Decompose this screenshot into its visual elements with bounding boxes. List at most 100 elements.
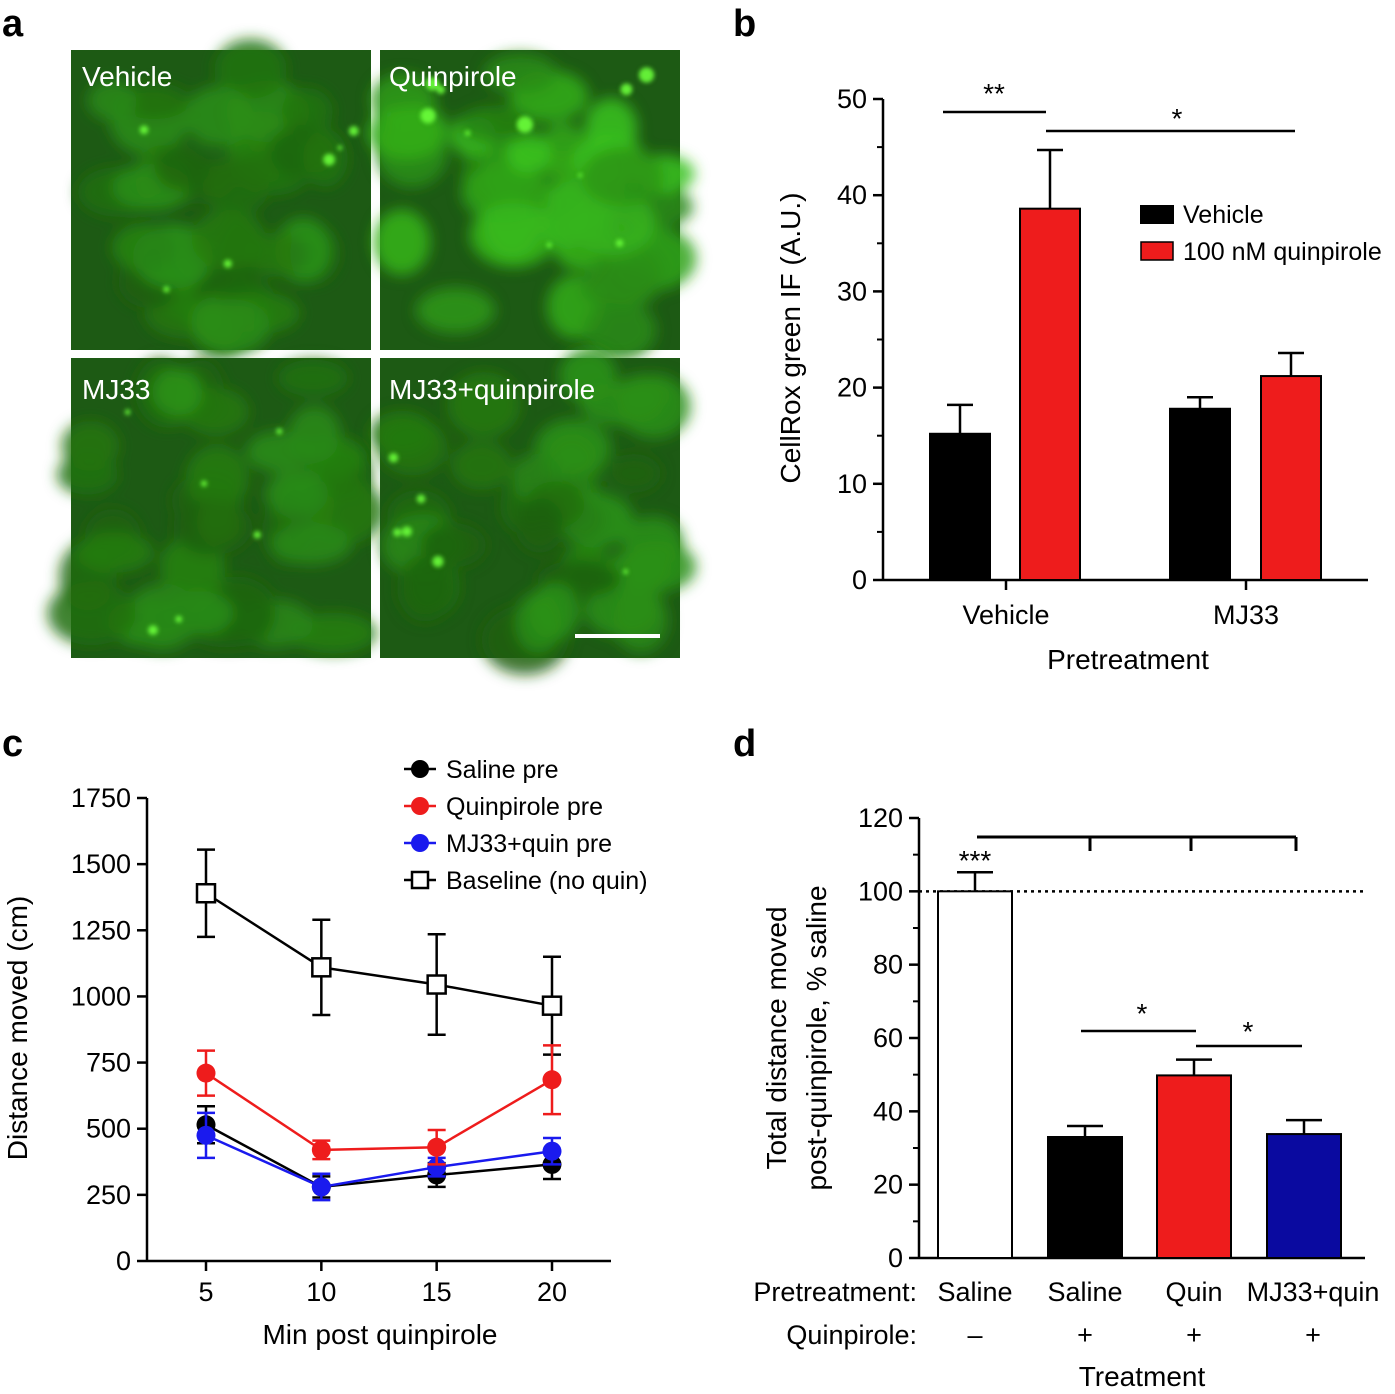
micrograph-cell xyxy=(185,445,249,511)
c-data-point xyxy=(196,1125,216,1145)
micrograph-punctum xyxy=(393,528,402,537)
c-y-tick-label: 1750 xyxy=(71,783,131,813)
micrograph-punctum xyxy=(615,239,624,247)
c-series-line xyxy=(205,892,553,1007)
micrograph-cell xyxy=(369,410,435,456)
micrograph-cell xyxy=(195,299,271,355)
micrograph-cells xyxy=(369,348,697,675)
micrograph-cell xyxy=(248,232,308,277)
micrograph-cell xyxy=(184,86,254,147)
d-y-axis-title-line2: post-quinpirole, % saline xyxy=(801,885,832,1190)
b-bar-vehicle-vehicle xyxy=(929,432,991,581)
c-data-point xyxy=(426,974,447,995)
micrograph-cells xyxy=(367,53,697,361)
c-legend-marker xyxy=(411,797,429,815)
b-y-axis-title: CellRox green IF (A.U.) xyxy=(775,193,806,484)
c-legend-label-baseline: Baseline (no quin) xyxy=(446,867,648,895)
c-data-point xyxy=(311,1140,331,1160)
b-legend-swatch-vehicle xyxy=(1140,205,1174,224)
d-y-tick-label: 120 xyxy=(858,803,903,833)
micrograph-cell xyxy=(581,146,664,207)
b-category-label-mj33: MJ33 xyxy=(1213,600,1279,630)
d-y-tick-label: 0 xyxy=(888,1243,903,1273)
micrograph-punctum xyxy=(416,494,426,504)
c-data-point xyxy=(311,957,332,978)
c-series-line xyxy=(205,1072,553,1152)
micrograph-punctum xyxy=(323,153,336,166)
c-y-tick-label: 0 xyxy=(116,1246,131,1276)
c-x-tick-label: 15 xyxy=(422,1277,452,1307)
micrograph-punctum xyxy=(638,67,655,83)
micrograph-cell xyxy=(584,582,661,638)
micrograph-cell xyxy=(281,87,333,136)
c-y-tick-label: 750 xyxy=(86,1048,131,1078)
micrograph-punctum xyxy=(401,526,412,537)
c-data-point xyxy=(427,1157,447,1177)
d-x-axis-title: Treatment xyxy=(1079,1361,1206,1392)
c-legend-label-quinpirole: Quinpirole pre xyxy=(446,793,603,821)
b-bar-quinpirole-vehicle xyxy=(1019,207,1081,581)
c-series-line xyxy=(205,1123,553,1189)
micrograph-cell xyxy=(606,453,661,493)
panel-letter-b: b xyxy=(733,3,756,45)
micrograph-punctum xyxy=(623,569,629,575)
d-y-tick-label: 40 xyxy=(873,1096,903,1126)
b-y-tick-label: 50 xyxy=(837,84,867,114)
d-pretreatment-quin: Quin xyxy=(1165,1277,1222,1307)
micrograph-punctum xyxy=(436,85,446,94)
panel-letter-d: d xyxy=(733,723,756,765)
micrograph-cell xyxy=(277,359,349,397)
micrograph-cell xyxy=(373,209,431,275)
micrograph-cell xyxy=(515,498,565,553)
c-data-point xyxy=(542,1070,562,1090)
micrograph-cell xyxy=(212,578,275,646)
micrograph-punctum xyxy=(200,480,208,487)
d-bar-2 xyxy=(1156,1074,1232,1260)
micrograph-cell xyxy=(446,372,521,438)
b-y-tick-label: 10 xyxy=(837,469,867,499)
micrograph-cell xyxy=(583,300,657,361)
c-y-tick-label: 1500 xyxy=(71,849,131,879)
micrograph-cell xyxy=(57,454,119,495)
d-y-tick-label: 20 xyxy=(873,1170,903,1200)
b-bar-quinpirole-mj33 xyxy=(1260,375,1322,581)
micrograph-cell xyxy=(202,156,269,217)
micrograph-punctum xyxy=(124,409,131,415)
b-legend-label-quinpirole: 100 nM quinpirole xyxy=(1183,238,1382,266)
micrograph-punctum xyxy=(223,259,232,268)
micrograph-label-vehicle: Vehicle xyxy=(82,61,172,92)
c-data-point xyxy=(195,882,217,904)
micrograph-puncta xyxy=(420,67,655,248)
micrograph-cell xyxy=(196,498,242,547)
d-quinpirole-plus-2: + xyxy=(1186,1320,1202,1350)
micrograph-punctum xyxy=(420,108,436,124)
micrograph-cell xyxy=(126,583,200,651)
panel-c-line-chart: 0 250 500 750 1000 1250 1500 1750 5 10 15 20 Min po… xyxy=(2,756,648,1350)
micrograph-punctum xyxy=(388,453,399,463)
c-legend-marker xyxy=(411,760,429,778)
b-y-tick-label: 20 xyxy=(837,373,867,403)
micrograph-punctum xyxy=(337,145,343,151)
micrograph-punctum xyxy=(276,428,283,435)
micrograph-punctum xyxy=(464,130,471,136)
micrograph-cell xyxy=(506,133,551,173)
c-legend-marker xyxy=(410,870,430,890)
c-y-tick-label: 500 xyxy=(86,1114,131,1144)
micrograph-mj33 xyxy=(47,358,385,658)
micrograph-cell xyxy=(483,53,558,94)
b-significance-label-1: ** xyxy=(983,78,1005,109)
b-significance-label-2: * xyxy=(1172,103,1183,134)
micrograph-cell xyxy=(568,191,656,256)
micrograph-cell xyxy=(191,209,266,270)
micrograph-cell xyxy=(152,368,203,416)
micrograph-puncta xyxy=(139,125,359,293)
micrograph-puncta xyxy=(388,453,629,575)
b-x-axis-title: Pretreatment xyxy=(1047,644,1209,675)
micrograph-cell xyxy=(617,541,697,593)
micrograph-punctum xyxy=(620,83,633,96)
micrograph-cell xyxy=(451,441,513,490)
d-quinpirole-minus: – xyxy=(967,1320,982,1350)
d-bar-3 xyxy=(1266,1133,1342,1259)
b-legend-label-vehicle: Vehicle xyxy=(1183,201,1264,229)
